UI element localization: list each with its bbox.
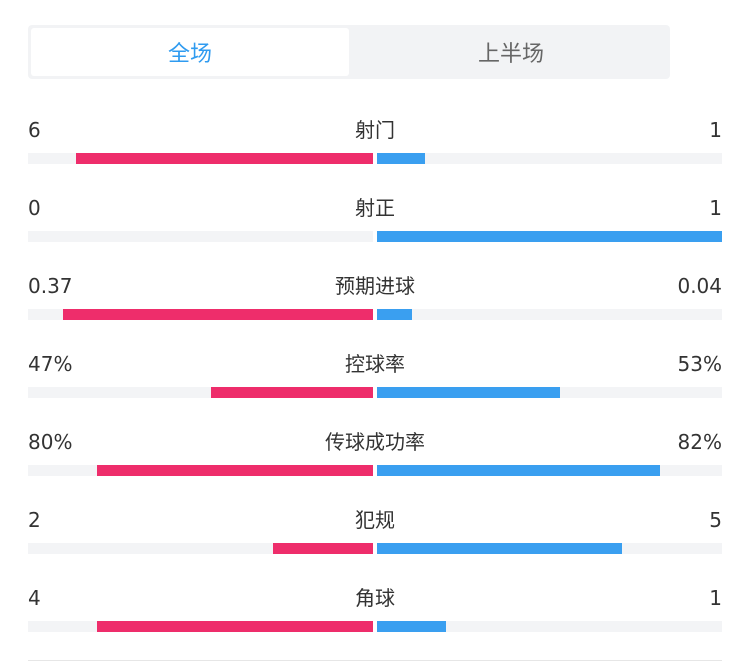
away-value: 1 [709, 196, 722, 220]
home-bar-track [28, 153, 373, 164]
stat-row-fouls: 2 犯规 5 [0, 498, 750, 576]
away-bar-track [377, 387, 722, 398]
away-bar [377, 465, 660, 476]
away-bar-track [377, 621, 722, 632]
tab-full-match[interactable]: 全场 [31, 28, 349, 76]
home-bar [62, 309, 373, 320]
stat-row-pass-accuracy: 80% 传球成功率 82% [0, 420, 750, 498]
away-bar-track [377, 309, 722, 320]
home-bar [76, 153, 373, 164]
tab-first-half[interactable]: 上半场 [477, 42, 544, 67]
away-bar [377, 309, 412, 320]
stat-label: 控球率 [345, 352, 405, 376]
home-bar [210, 387, 373, 398]
away-bar [377, 153, 426, 164]
home-value: 4 [28, 586, 41, 610]
home-bar [272, 543, 373, 554]
stat-label: 传球成功率 [325, 430, 425, 454]
home-bar [97, 621, 373, 632]
stat-row-possession: 47% 控球率 53% [0, 342, 750, 420]
divider [28, 660, 722, 661]
home-value: 47% [28, 352, 73, 376]
away-bar [377, 387, 560, 398]
stat-row-shots: 6 射门 1 [0, 108, 750, 186]
away-bar [377, 543, 622, 554]
stats-list: 6 射门 1 0 射正 1 0.37 预期进球 0.04 47% 控球率 53%… [0, 108, 750, 654]
away-bar-track [377, 153, 722, 164]
home-value: 0 [28, 196, 41, 220]
stat-label: 角球 [355, 586, 395, 610]
home-value: 80% [28, 430, 73, 454]
home-bar-track [28, 621, 373, 632]
away-value: 82% [677, 430, 722, 454]
period-tabs: 全场 上半场 [28, 25, 670, 79]
away-bar-track [377, 543, 722, 554]
home-value: 2 [28, 508, 41, 532]
away-bar [377, 231, 722, 242]
home-value: 6 [28, 118, 41, 142]
away-value: 1 [709, 586, 722, 610]
stat-row-shots-on-target: 0 射正 1 [0, 186, 750, 264]
away-value: 0.04 [677, 274, 722, 298]
stat-label: 射门 [355, 118, 395, 142]
stat-label: 犯规 [355, 508, 395, 532]
home-value: 0.37 [28, 274, 73, 298]
away-bar-track [377, 231, 722, 242]
away-bar [377, 621, 446, 632]
stat-label: 预期进球 [335, 274, 415, 298]
home-bar-track [28, 387, 373, 398]
away-value: 5 [709, 508, 722, 532]
home-bar-track [28, 543, 373, 554]
home-bar-track [28, 231, 373, 242]
home-bar-track [28, 309, 373, 320]
stat-label: 射正 [355, 196, 395, 220]
stat-row-expected-goals: 0.37 预期进球 0.04 [0, 264, 750, 342]
stat-row-corners: 4 角球 1 [0, 576, 750, 654]
away-bar-track [377, 465, 722, 476]
home-bar [97, 465, 373, 476]
home-bar-track [28, 465, 373, 476]
away-value: 1 [709, 118, 722, 142]
away-value: 53% [677, 352, 722, 376]
